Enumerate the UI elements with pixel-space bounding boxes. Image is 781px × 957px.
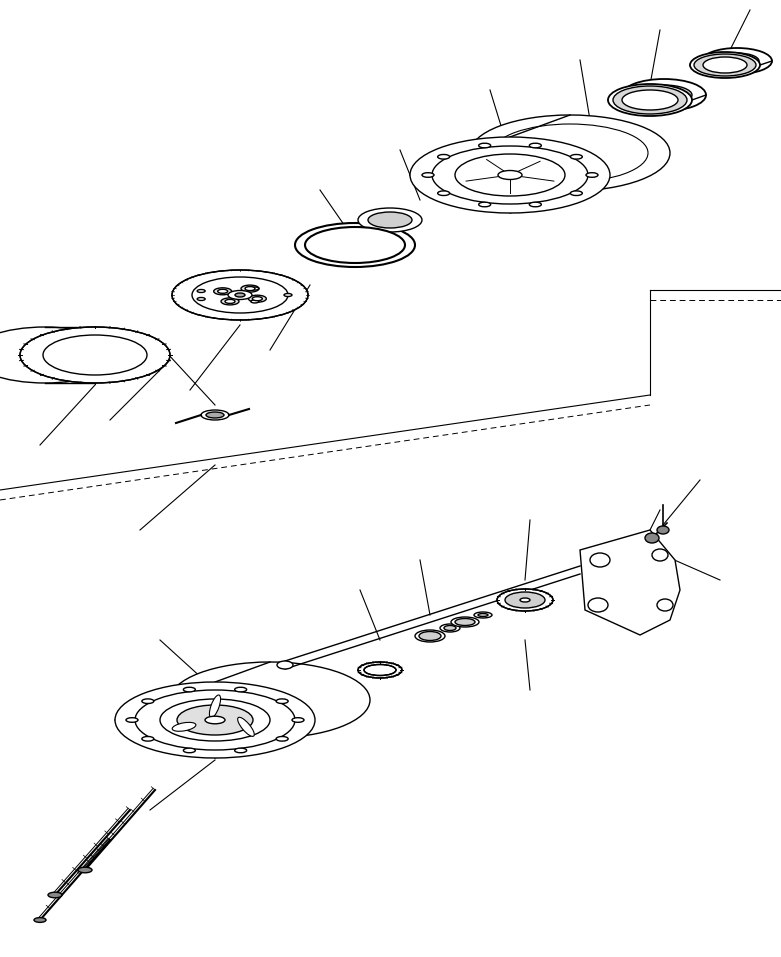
- Ellipse shape: [419, 632, 441, 640]
- Ellipse shape: [205, 716, 225, 723]
- Ellipse shape: [690, 52, 760, 78]
- Ellipse shape: [498, 170, 522, 180]
- Ellipse shape: [479, 144, 490, 147]
- Ellipse shape: [245, 286, 255, 291]
- Ellipse shape: [234, 687, 247, 692]
- Ellipse shape: [251, 287, 259, 290]
- Ellipse shape: [292, 718, 304, 723]
- Ellipse shape: [172, 270, 308, 320]
- Ellipse shape: [530, 202, 541, 207]
- Ellipse shape: [34, 918, 46, 923]
- Ellipse shape: [135, 690, 295, 750]
- Ellipse shape: [252, 297, 262, 300]
- Ellipse shape: [235, 293, 245, 297]
- Ellipse shape: [248, 295, 266, 302]
- Ellipse shape: [126, 718, 138, 723]
- Ellipse shape: [470, 115, 670, 191]
- Ellipse shape: [437, 190, 450, 195]
- Polygon shape: [580, 530, 680, 635]
- Ellipse shape: [197, 298, 205, 300]
- Ellipse shape: [172, 723, 196, 731]
- Ellipse shape: [206, 412, 224, 418]
- Ellipse shape: [451, 617, 479, 627]
- Ellipse shape: [48, 892, 62, 898]
- Ellipse shape: [368, 212, 412, 228]
- Ellipse shape: [221, 298, 239, 305]
- Ellipse shape: [115, 682, 315, 758]
- Ellipse shape: [570, 154, 583, 159]
- Ellipse shape: [209, 695, 220, 718]
- Ellipse shape: [142, 737, 154, 741]
- Ellipse shape: [455, 618, 475, 626]
- Ellipse shape: [192, 277, 288, 313]
- Ellipse shape: [636, 85, 692, 105]
- Ellipse shape: [530, 144, 541, 147]
- Ellipse shape: [497, 589, 553, 611]
- Ellipse shape: [43, 335, 147, 375]
- Ellipse shape: [177, 705, 253, 735]
- Ellipse shape: [197, 290, 205, 293]
- Ellipse shape: [586, 172, 598, 177]
- Ellipse shape: [608, 84, 692, 116]
- Ellipse shape: [570, 190, 583, 195]
- Ellipse shape: [214, 288, 232, 295]
- Ellipse shape: [703, 57, 747, 73]
- Ellipse shape: [440, 624, 460, 632]
- Ellipse shape: [613, 86, 687, 114]
- Ellipse shape: [364, 664, 396, 676]
- Ellipse shape: [228, 291, 252, 300]
- Ellipse shape: [455, 154, 565, 196]
- Ellipse shape: [225, 300, 235, 303]
- Ellipse shape: [295, 223, 415, 267]
- Ellipse shape: [657, 526, 669, 534]
- Ellipse shape: [0, 327, 120, 383]
- Ellipse shape: [588, 598, 608, 612]
- Ellipse shape: [241, 285, 259, 292]
- Ellipse shape: [358, 208, 422, 232]
- Ellipse shape: [358, 662, 402, 678]
- Ellipse shape: [715, 53, 759, 69]
- Ellipse shape: [622, 79, 706, 111]
- Ellipse shape: [284, 294, 292, 297]
- Ellipse shape: [170, 662, 370, 738]
- Ellipse shape: [160, 699, 270, 741]
- Ellipse shape: [432, 146, 588, 204]
- Ellipse shape: [415, 630, 445, 642]
- Ellipse shape: [702, 48, 772, 74]
- Ellipse shape: [305, 227, 405, 263]
- Ellipse shape: [652, 549, 668, 561]
- Ellipse shape: [201, 410, 229, 420]
- Ellipse shape: [276, 737, 288, 741]
- Ellipse shape: [478, 613, 488, 616]
- Ellipse shape: [78, 867, 92, 873]
- Ellipse shape: [657, 599, 673, 611]
- Ellipse shape: [277, 661, 293, 669]
- Ellipse shape: [694, 54, 756, 76]
- Ellipse shape: [251, 300, 259, 303]
- Ellipse shape: [410, 137, 610, 213]
- Ellipse shape: [20, 327, 170, 383]
- Ellipse shape: [479, 202, 490, 207]
- Ellipse shape: [142, 699, 154, 703]
- Ellipse shape: [276, 699, 288, 703]
- Ellipse shape: [645, 533, 659, 543]
- Ellipse shape: [444, 626, 456, 631]
- Ellipse shape: [184, 687, 195, 692]
- Ellipse shape: [622, 90, 678, 110]
- Ellipse shape: [184, 748, 195, 753]
- Ellipse shape: [234, 748, 247, 753]
- Ellipse shape: [437, 154, 450, 159]
- Ellipse shape: [492, 124, 648, 182]
- Ellipse shape: [474, 612, 492, 618]
- Ellipse shape: [422, 172, 434, 177]
- Ellipse shape: [520, 598, 530, 602]
- Ellipse shape: [237, 718, 255, 736]
- Ellipse shape: [505, 592, 545, 608]
- Ellipse shape: [590, 553, 610, 567]
- Ellipse shape: [218, 289, 228, 293]
